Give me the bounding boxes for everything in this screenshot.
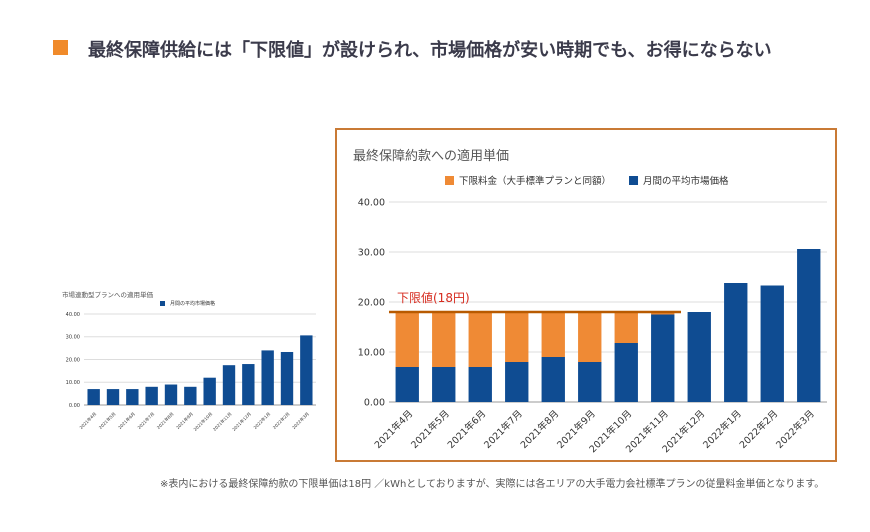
x-tick-label: 2021年6月 (445, 408, 488, 451)
big-chart-frame: 最終保障約款への適用単価下限料金（大手標準プランと同額） 月間の平均市場価格 40.… (335, 128, 837, 462)
x-tick-label: 2022年1月 (252, 410, 272, 430)
footnote: ※表内における最終保障約款の下限単価は18円 ／kWhとしておりますが、実際には… (160, 479, 825, 490)
bar (541, 312, 565, 357)
x-tick-label: 2021年8月 (155, 410, 175, 430)
bar (280, 351, 294, 405)
bar (184, 386, 197, 405)
x-tick-label: 2022年2月 (271, 410, 291, 430)
bar (432, 367, 456, 402)
bar (505, 312, 529, 362)
x-tick-label: 2021年9月 (174, 410, 194, 430)
x-tick-label: 2021年4月 (372, 408, 415, 451)
bar (797, 249, 821, 402)
x-tick-label: 2021年11月 (211, 410, 233, 432)
legend-swatch (629, 176, 639, 185)
legend-swatch (160, 301, 165, 306)
bar (724, 283, 748, 402)
x-tick-label: 2021年8月 (518, 408, 561, 451)
bar (651, 314, 675, 402)
legend-label: 月間の平均市場価格 (643, 175, 729, 187)
bar (614, 312, 638, 343)
bar (760, 285, 784, 402)
y-tick-label: 10.00 (358, 347, 385, 358)
x-tick-label: 2022年3月 (290, 410, 310, 430)
x-tick-label: 2021年7月 (482, 408, 525, 451)
bar (106, 389, 120, 405)
bar (126, 389, 139, 405)
x-tick-label: 2021年5月 (409, 408, 452, 451)
bar (578, 312, 602, 362)
x-tick-label: 2021年10月 (192, 410, 214, 432)
legend-label: 月間の平均市場価格 (170, 300, 215, 307)
legend-label: 下限料金（大手標準プランと同額） (459, 175, 611, 187)
bar (432, 312, 456, 367)
x-tick-label: 2021年12月 (231, 410, 253, 432)
x-tick-label: 2022年1月 (701, 408, 744, 451)
bar (468, 312, 492, 367)
bar (541, 357, 565, 402)
bar (300, 335, 313, 405)
chart-title: 市場連動型プランへの適用単価 (62, 290, 154, 299)
bar (261, 350, 274, 405)
legend-swatch (445, 176, 454, 185)
chart-title: 最終保障約款への適用単価 (353, 148, 509, 164)
bar (203, 377, 216, 405)
x-tick-label: 2022年3月 (774, 408, 817, 451)
y-tick-label: 20.00 (358, 297, 385, 308)
y-tick-label: 0.00 (69, 403, 80, 409)
bar (87, 389, 100, 405)
bar (395, 367, 419, 402)
x-tick-label: 2021年6月 (116, 410, 136, 430)
bar (614, 343, 638, 402)
title-marker (53, 40, 68, 55)
bar (687, 312, 711, 402)
x-tick-label: 2022年2月 (737, 408, 780, 451)
x-tick-label: 2021年4月 (78, 410, 98, 430)
bar (164, 384, 178, 405)
y-tick-label: 20.00 (66, 357, 80, 363)
bar (242, 364, 255, 405)
bar (222, 365, 236, 405)
bar (468, 367, 492, 402)
bar (578, 362, 602, 402)
y-tick-label: 40.00 (66, 312, 80, 318)
y-tick-label: 30.00 (66, 335, 80, 341)
bar (505, 362, 529, 402)
bar (145, 386, 158, 405)
page-title: 最終保障供給には「下限値」が設けられ、市場価格が安い時期でも、お得にならない (88, 40, 772, 61)
y-tick-label: 10.00 (66, 380, 80, 386)
threshold-label: 下限値(18円) (397, 290, 470, 305)
small-chart-panel: 市場連動型プランへの適用単価月間の平均市場価格 40.00 30.00 20.00 10… (58, 285, 320, 445)
y-tick-label: 40.00 (358, 197, 385, 208)
bar (395, 312, 419, 367)
y-tick-label: 30.00 (358, 247, 385, 258)
x-tick-label: 2021年5月 (97, 410, 117, 430)
x-tick-label: 2021年7月 (136, 410, 156, 430)
y-tick-label: 0.00 (364, 397, 385, 408)
